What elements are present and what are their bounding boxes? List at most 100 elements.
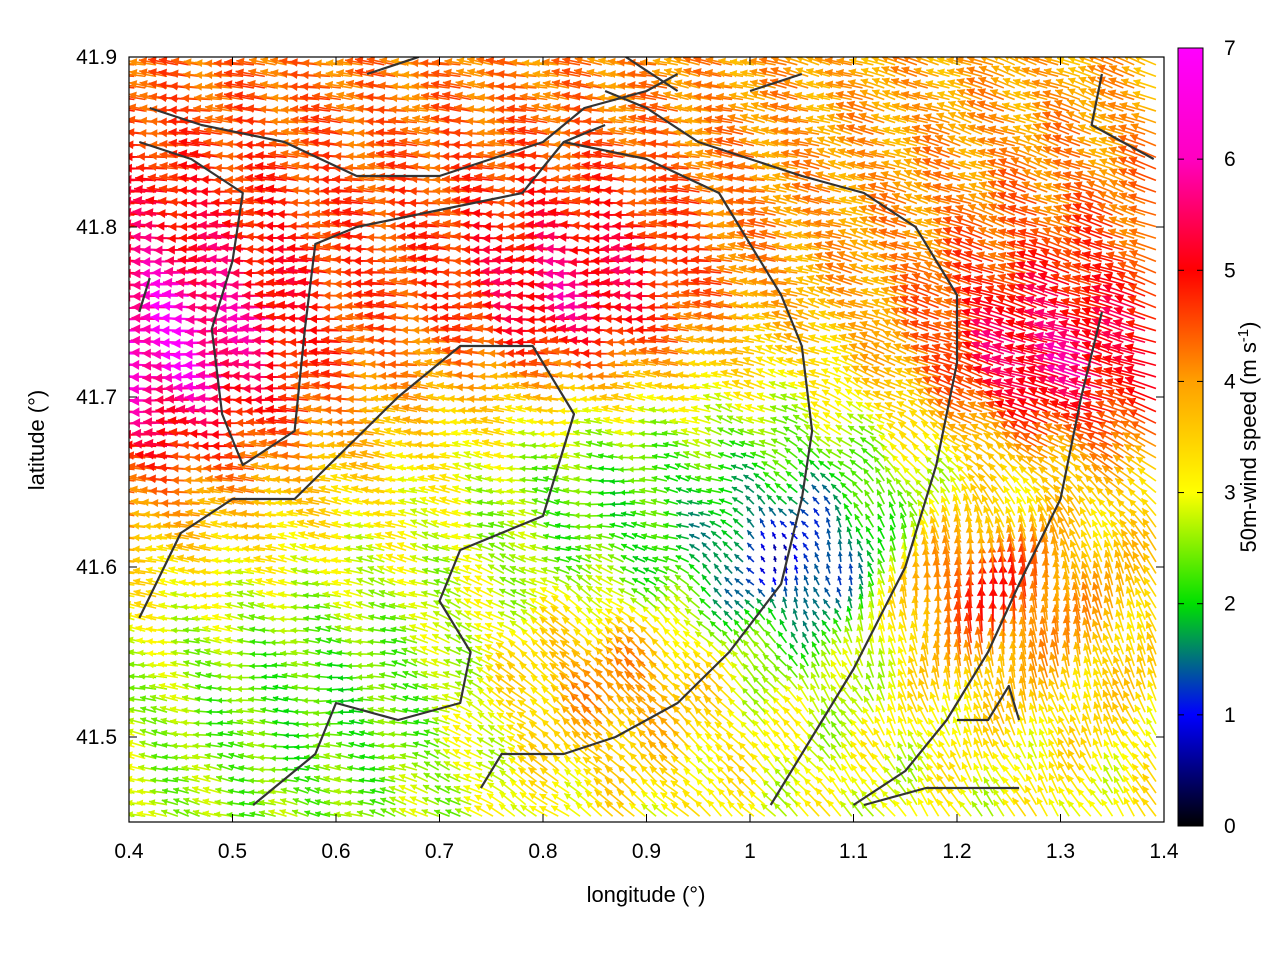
wind-arrow — [398, 795, 418, 806]
wind-arrow — [551, 781, 570, 794]
wind-arrow — [380, 807, 396, 817]
wind-arrow — [183, 809, 200, 817]
wind-arrow — [1100, 798, 1114, 817]
wind-arrow — [850, 776, 864, 794]
wind-arrow — [1088, 800, 1103, 817]
wind-arrow — [575, 802, 592, 817]
wind-arrow — [510, 791, 527, 806]
wind-arrow — [1089, 776, 1103, 794]
wind-arrow — [389, 796, 407, 806]
wind-arrow — [279, 798, 298, 806]
wind-arrow — [905, 798, 918, 817]
wind-arrow — [519, 791, 538, 806]
wind-arrow — [660, 803, 679, 817]
wind-arrow — [971, 800, 983, 817]
wind-arrow — [499, 791, 516, 806]
wind-arrow — [249, 811, 266, 818]
wind-arrow — [1132, 797, 1146, 817]
wind-arrow — [499, 780, 516, 794]
wind-arrow — [528, 792, 548, 806]
wind-arrow — [474, 804, 494, 817]
wind-arrow — [463, 796, 483, 806]
wind-arrow — [575, 791, 592, 806]
wind-arrow — [1024, 785, 1038, 806]
wind-arrow — [304, 810, 320, 817]
wind-arrow — [992, 799, 1005, 817]
wind-arrow — [927, 797, 940, 817]
wind-arrow — [640, 790, 657, 806]
wind-arrow — [172, 787, 189, 794]
wind-arrow — [150, 777, 168, 784]
wind-arrow — [215, 775, 233, 783]
wind-arrow — [1113, 787, 1125, 806]
wind-arrow — [707, 799, 722, 817]
wind-arrow — [215, 787, 233, 794]
wind-arrow — [445, 809, 461, 817]
wind-arrow — [498, 803, 516, 817]
wind-arrow — [410, 784, 429, 794]
wind-arrow — [550, 805, 570, 817]
wind-arrow — [421, 809, 439, 817]
wind-arrow — [421, 796, 440, 806]
wind-arrow — [279, 808, 298, 817]
wind-arrow — [202, 786, 222, 794]
wind-arrow — [826, 799, 842, 817]
wind-arrow — [629, 789, 646, 806]
wind-arrow — [1123, 797, 1135, 817]
wind-arrow — [345, 788, 363, 795]
wind-arrow — [474, 794, 494, 806]
wind-arrow — [563, 803, 581, 817]
wind-arrow — [529, 805, 548, 817]
wind-arrow — [173, 809, 190, 817]
wind-arrow — [971, 788, 983, 806]
wind-arrow — [1058, 786, 1070, 806]
wind-arrow — [268, 798, 287, 806]
wind-arrow — [304, 798, 320, 806]
wind-arrow — [528, 779, 548, 794]
wind-arrow — [760, 803, 777, 817]
wind-arrow — [1048, 798, 1059, 817]
wind-arrow — [389, 807, 407, 817]
wind-arrow — [564, 781, 581, 794]
wind-arrow — [839, 800, 853, 817]
wind-arrow — [859, 777, 875, 794]
wind-arrow — [972, 775, 983, 794]
wind-arrow — [616, 788, 635, 806]
wind-arrow — [749, 778, 766, 794]
wind-arrow — [433, 809, 450, 817]
wind-arrow — [960, 774, 972, 794]
wind-arrow — [563, 792, 581, 806]
wind-arrow — [226, 811, 244, 818]
wind-arrow — [982, 800, 994, 817]
wind-arrow — [162, 788, 179, 794]
wind-arrow — [292, 797, 309, 806]
wind-arrow — [851, 789, 864, 806]
wind-arrow — [409, 796, 429, 806]
wind-arrow — [509, 779, 527, 794]
wind-arrow — [1122, 775, 1135, 794]
wind-arrow — [1101, 788, 1114, 806]
wind-arrow — [659, 779, 679, 794]
wind-arrow — [444, 797, 461, 806]
wind-arrow — [463, 806, 483, 817]
wind-arrow — [1001, 776, 1016, 794]
wind-arrow — [827, 787, 842, 806]
wind-arrow — [463, 785, 483, 794]
wind-arrow — [736, 776, 755, 794]
wind-arrow — [454, 797, 472, 806]
wind-arrow — [1131, 785, 1146, 806]
wind-arrow — [640, 803, 657, 817]
wind-arrow — [203, 774, 222, 783]
wind-arrow — [280, 787, 298, 794]
wind-arrow — [409, 808, 429, 817]
wind-arrow — [238, 811, 255, 818]
wind-arrow — [1067, 800, 1081, 817]
wind-arrow — [659, 791, 679, 806]
wind-arrow — [398, 807, 418, 817]
wind-arrow — [628, 802, 646, 817]
wind-arrow — [748, 790, 766, 806]
wind-arrow — [926, 774, 940, 794]
wind-arrow — [510, 803, 527, 817]
wind-arrow — [784, 801, 798, 817]
